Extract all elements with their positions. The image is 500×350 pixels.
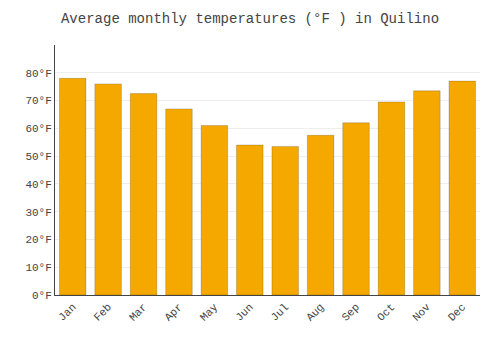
svg-text:10°F: 10°F	[25, 262, 51, 274]
svg-text:Nov: Nov	[410, 301, 433, 324]
svg-text:60°F: 60°F	[25, 123, 51, 135]
svg-text:0°F: 0°F	[32, 290, 52, 302]
svg-text:Feb: Feb	[92, 301, 114, 323]
svg-text:Average monthly temperatures (: Average monthly temperatures (°F ) in Qu…	[61, 11, 439, 27]
svg-text:20°F: 20°F	[25, 234, 51, 246]
svg-text:80°F: 80°F	[25, 68, 51, 80]
svg-text:40°F: 40°F	[25, 179, 51, 191]
svg-text:Jul: Jul	[269, 301, 291, 323]
svg-text:30°F: 30°F	[25, 207, 51, 219]
svg-text:Jun: Jun	[233, 301, 255, 323]
svg-text:Sep: Sep	[340, 301, 362, 323]
svg-text:Mar: Mar	[127, 301, 149, 323]
svg-text:May: May	[198, 301, 221, 324]
svg-text:Oct: Oct	[375, 301, 397, 323]
svg-text:50°F: 50°F	[25, 151, 51, 163]
svg-text:Jan: Jan	[56, 301, 78, 323]
svg-text:Apr: Apr	[162, 301, 184, 323]
svg-text:70°F: 70°F	[25, 95, 51, 107]
svg-text:Dec: Dec	[446, 301, 468, 323]
svg-text:Aug: Aug	[304, 301, 326, 323]
